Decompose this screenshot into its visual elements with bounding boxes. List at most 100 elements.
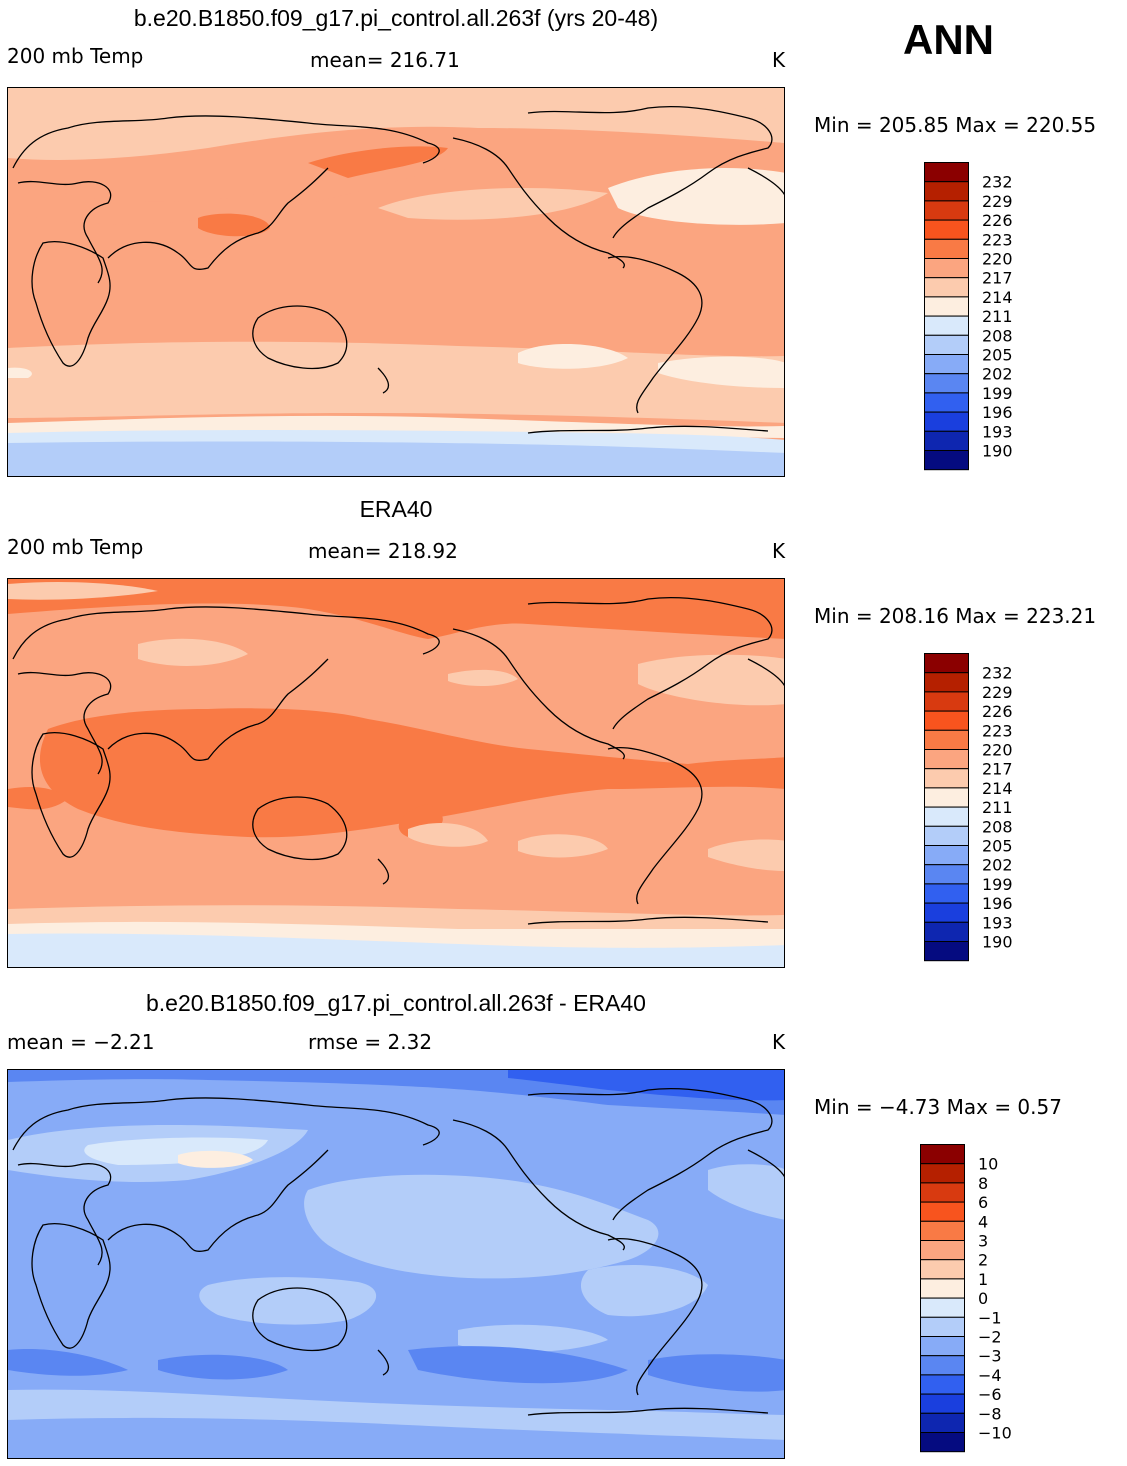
colorbar-tick-label: 193 — [982, 422, 1013, 441]
colorbar-bin — [920, 1182, 965, 1203]
colorbar-tick-label: 8 — [978, 1174, 988, 1193]
contour-region — [708, 1164, 784, 1220]
colorbar-tick-label: 190 — [982, 442, 1013, 461]
colorbar-tick-label: 10 — [978, 1155, 998, 1174]
colorbar-tick-label: 199 — [982, 384, 1013, 403]
contour-region — [638, 654, 784, 706]
colorbar-bin — [920, 1297, 965, 1318]
colorbar-tick-label: 205 — [982, 837, 1013, 856]
colorbar-bin — [920, 1240, 965, 1261]
colorbar-bin — [924, 181, 969, 202]
contour-region — [8, 1417, 784, 1458]
colorbar-svg: 2322292262232202172142112082052021991961… — [924, 162, 1013, 471]
colorbar-tick-label: 226 — [982, 702, 1013, 721]
colorbar-tick-label: 214 — [982, 779, 1013, 798]
colorbar-bin — [924, 277, 969, 298]
contour-region — [658, 356, 784, 388]
colorbar-tick-label: 196 — [982, 894, 1013, 913]
contour-region — [408, 1346, 628, 1384]
colorbar-tick-label: 3 — [978, 1232, 988, 1251]
contour-region — [8, 933, 784, 967]
colorbar-tick-label: 1 — [978, 1270, 988, 1289]
contour-region — [458, 1324, 608, 1352]
colorbar-bin — [924, 373, 969, 394]
colorbar-bin — [924, 729, 969, 751]
panel-minmax-label: Min = 205.85 Max = 220.55 — [814, 113, 1097, 137]
contour-region — [518, 834, 608, 858]
colorbar-tick-label: 217 — [982, 760, 1013, 779]
contour-region — [138, 638, 248, 666]
contour-region — [8, 579, 784, 639]
colorbar-bin — [924, 238, 969, 260]
colorbar-tick-label: 208 — [982, 817, 1013, 836]
colorbar-tick-label: 196 — [982, 403, 1013, 422]
contour-region — [378, 188, 608, 220]
colorbar: 232 229 226 223 220 217 214 211 208 205 202 199 196 1… — [924, 653, 1034, 963]
map-panel-model — [7, 87, 785, 477]
colorbar-tick-label: 6 — [978, 1193, 988, 1212]
colorbar-bin — [924, 392, 969, 413]
colorbar-bin — [924, 768, 969, 789]
colorbar-tick-label: −1 — [978, 1308, 1002, 1327]
contour-region — [708, 839, 784, 871]
contour-region — [8, 787, 68, 810]
colorbar-bin — [920, 1336, 965, 1357]
season-label: ANN — [903, 16, 994, 63]
panel-minmax-label: Min = 208.16 Max = 223.21 — [814, 604, 1097, 628]
contour-region — [8, 156, 460, 225]
colorbar-bin — [920, 1220, 965, 1242]
colorbar-bin — [924, 921, 969, 942]
colorbar-bin — [924, 864, 969, 885]
colorbar-bin — [924, 941, 969, 962]
panel-mean-label: mean = −2.21 — [7, 1030, 155, 1054]
colorbar-bin — [924, 653, 969, 674]
contour-region — [648, 1354, 784, 1392]
contour-region — [8, 88, 784, 160]
colorbar-tick-label: 190 — [982, 933, 1013, 952]
colorbar-tick-label: 214 — [982, 288, 1013, 307]
contour-region — [408, 822, 488, 847]
colorbar-bin — [924, 430, 969, 451]
contour-region — [518, 343, 628, 369]
panel-units-label: K — [772, 1030, 786, 1054]
colorbar-bin — [924, 825, 969, 847]
colorbar-tick-label: 229 — [982, 192, 1013, 211]
contour-region — [8, 367, 32, 378]
colorbar: 10 8 6 4 3 2 1 0 −1 −2 −3 −4 −6 −8 −10 — [920, 1144, 1030, 1454]
colorbar-tick-label: 193 — [982, 913, 1013, 932]
colorbar-tick-label: −2 — [978, 1328, 1002, 1347]
colorbar-bin — [924, 845, 969, 866]
colorbar-bin — [924, 334, 969, 356]
colorbar-svg: 2322292262232202172142112082052021991961… — [924, 653, 1013, 962]
colorbar-bin — [924, 691, 969, 712]
coastlines — [12, 1087, 784, 1416]
colorbar-tick-label: 223 — [982, 230, 1013, 249]
colorbar-tick-label: 202 — [982, 856, 1013, 875]
colorbar-bin — [924, 219, 969, 240]
panel-title: b.e20.B1850.f09_g17.pi_control.all.263f … — [146, 990, 646, 1016]
panel-units-label: K — [772, 48, 786, 72]
colorbar-bin — [924, 710, 969, 731]
panel-title: b.e20.B1850.f09_g17.pi_control.all.263f … — [133, 5, 659, 31]
colorbar-tick-label: 217 — [982, 269, 1013, 288]
colorbar-tick-label: −10 — [978, 1424, 1012, 1443]
contour-region — [580, 1265, 708, 1317]
colorbar-bin — [924, 749, 969, 770]
colorbar-bin — [920, 1278, 965, 1299]
coastlines — [12, 105, 784, 434]
colorbar-bin — [920, 1144, 965, 1165]
colorbar-bin — [920, 1393, 965, 1414]
colorbar-bin — [924, 296, 969, 317]
colorbar-bin — [920, 1412, 965, 1433]
colorbar-bin — [924, 787, 969, 808]
panel-mean-label: mean= 216.71 — [310, 48, 460, 72]
colorbar-bin — [920, 1374, 965, 1395]
colorbar-bin — [920, 1316, 965, 1338]
colorbar-tick-label: 211 — [982, 307, 1013, 326]
contour-region — [178, 1150, 253, 1168]
colorbar-bin — [924, 258, 969, 279]
contour-region — [8, 1349, 128, 1376]
colorbar-bin — [924, 411, 969, 432]
contour-region — [8, 441, 784, 476]
coastlines — [12, 596, 784, 925]
